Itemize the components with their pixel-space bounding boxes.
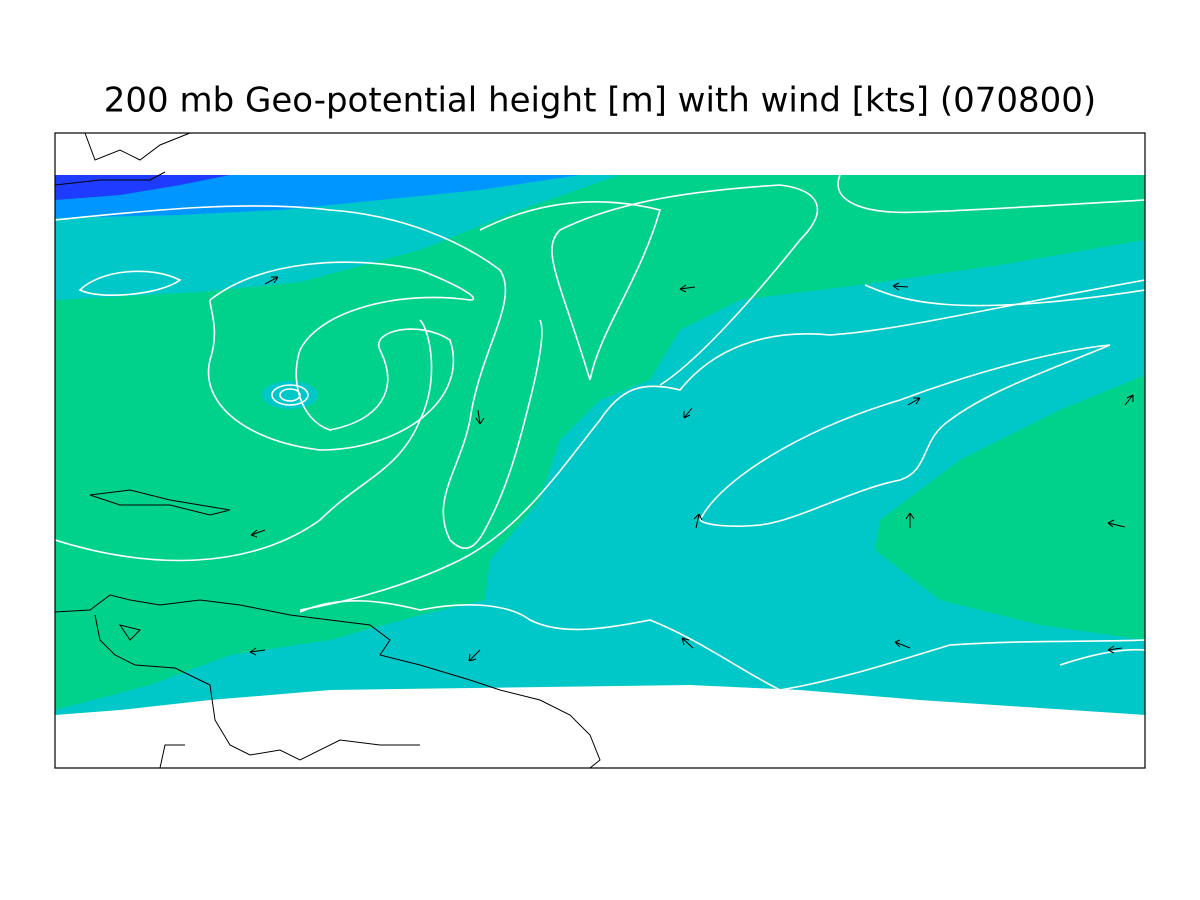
wind-arrow bbox=[250, 529, 266, 538]
wind-arrow bbox=[475, 409, 485, 425]
contour-line bbox=[837, 174, 1146, 214]
wind-arrow bbox=[1107, 519, 1126, 528]
wind-arrow bbox=[679, 284, 696, 293]
contour-line bbox=[299, 279, 1146, 611]
wind-arrow bbox=[892, 282, 909, 291]
contour-line bbox=[207, 261, 475, 451]
contour-line bbox=[299, 600, 1146, 691]
contour-line bbox=[1059, 648, 1146, 666]
contour-line bbox=[78, 270, 182, 296]
contour-line bbox=[54, 319, 433, 562]
region-12400 bbox=[55, 175, 1145, 710]
wind-arrow bbox=[1124, 394, 1134, 406]
contour-line bbox=[271, 384, 309, 406]
wind-vectors bbox=[249, 276, 1134, 662]
wind-contours bbox=[54, 174, 1146, 691]
coastline bbox=[89, 489, 231, 516]
field bbox=[55, 175, 1145, 715]
wind-arrow bbox=[249, 647, 266, 656]
title: 200 mb Geo-potential height [m] with win… bbox=[104, 81, 1096, 121]
contour-line bbox=[699, 344, 1111, 527]
contour-line bbox=[279, 388, 301, 402]
coastline bbox=[54, 171, 166, 186]
coastline bbox=[84, 132, 191, 161]
region-12400 bbox=[875, 375, 1145, 640]
coastline bbox=[54, 594, 601, 769]
coastline bbox=[159, 744, 185, 769]
region-12100 bbox=[55, 175, 230, 200]
wind-arrow bbox=[894, 639, 911, 649]
wind-arrow bbox=[468, 649, 481, 662]
wind-arrow bbox=[683, 407, 693, 419]
map-frame bbox=[54, 132, 1146, 769]
wind-arrow bbox=[264, 276, 279, 285]
coastline bbox=[118, 624, 141, 641]
wind-arrow bbox=[681, 637, 694, 649]
wind-arrow bbox=[1107, 645, 1123, 654]
coastline bbox=[94, 614, 420, 761]
contour-line bbox=[864, 284, 1146, 307]
region-12200 bbox=[55, 175, 580, 218]
contour-line bbox=[54, 205, 543, 549]
wind-arrow bbox=[905, 512, 915, 528]
contour-line bbox=[551, 184, 819, 386]
wind-arrow bbox=[693, 513, 703, 529]
contour-line bbox=[479, 201, 661, 381]
coastlines bbox=[54, 132, 601, 769]
wind-arrow bbox=[907, 397, 921, 406]
